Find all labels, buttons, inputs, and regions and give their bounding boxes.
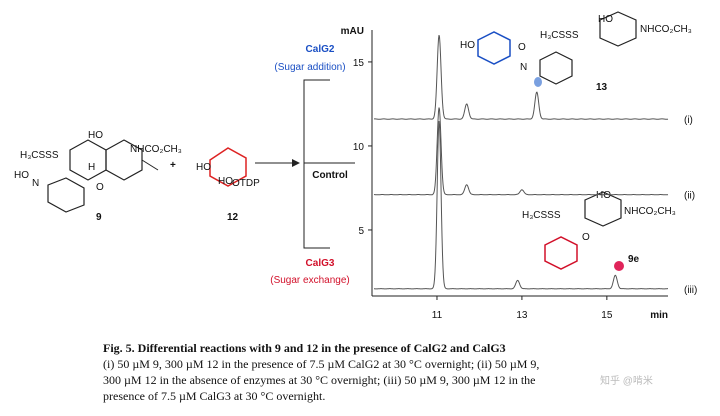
y-tick-label: 5 bbox=[358, 226, 364, 237]
bracket bbox=[303, 79, 330, 249]
trace-label: (iii) bbox=[684, 285, 697, 296]
label: H bbox=[88, 162, 95, 173]
x-tick-label: 11 bbox=[432, 310, 443, 321]
compound-9e: H₃CSSS HO NHCO₂CH₃ O 9e bbox=[522, 190, 676, 270]
label: NHCO₂CH₃ bbox=[130, 144, 182, 155]
y-tick-label: 10 bbox=[353, 142, 365, 153]
caption-line: 300 µM 12 in the absence of enzymes at 3… bbox=[103, 373, 535, 387]
ring bbox=[599, 11, 637, 47]
label: H₃CSSS bbox=[522, 210, 561, 221]
caption-line: (i) 50 µM 9, 300 µM 12 in the presence o… bbox=[103, 357, 539, 371]
label: OTDP bbox=[232, 178, 260, 189]
label: HO bbox=[14, 170, 29, 181]
label: HO bbox=[88, 130, 103, 141]
trace bbox=[374, 121, 668, 290]
compound-number: 9e bbox=[628, 254, 640, 265]
sugar-ring bbox=[544, 236, 578, 270]
label: H₃CSSS bbox=[540, 30, 579, 41]
trace bbox=[374, 34, 669, 120]
peak-marker bbox=[614, 261, 624, 271]
label: N bbox=[520, 62, 527, 73]
chromatogram: 5 10 15 11 13 15 mAU min (i) (ii) (iii) bbox=[341, 26, 698, 321]
label: N bbox=[32, 178, 39, 189]
label: O bbox=[518, 42, 526, 53]
y-tick-label: 15 bbox=[353, 58, 365, 69]
label: HO bbox=[596, 190, 611, 201]
sugar-ring bbox=[209, 147, 247, 187]
x-tick-label: 13 bbox=[516, 310, 528, 321]
ring bbox=[584, 191, 622, 227]
ring bbox=[105, 139, 143, 181]
compound-9: H₃CSSS HO NHCO₂CH₃ HO N H O 9 bbox=[14, 130, 182, 223]
plus: + bbox=[170, 160, 176, 171]
enzyme-note: (Sugar addition) bbox=[274, 62, 345, 73]
x-tick-label: 15 bbox=[601, 310, 613, 321]
compound-number: 12 bbox=[227, 212, 239, 223]
caption-title: Fig. 5. Differential reactions with 9 an… bbox=[103, 341, 506, 355]
ring bbox=[47, 177, 85, 213]
ring bbox=[69, 139, 107, 181]
label: HO bbox=[218, 176, 233, 187]
sugar-ring bbox=[477, 31, 511, 65]
enzyme-label: CalG2 bbox=[306, 44, 335, 55]
x-axis-label: min bbox=[650, 310, 668, 321]
label: O bbox=[96, 182, 104, 193]
watermark: 知乎 @啃米 bbox=[600, 374, 653, 387]
label: HO bbox=[460, 40, 475, 51]
compound-number: 9 bbox=[96, 212, 102, 223]
bond bbox=[141, 159, 159, 171]
trace bbox=[373, 107, 669, 196]
label: HO bbox=[598, 14, 613, 25]
label: NHCO₂CH₃ bbox=[624, 206, 676, 217]
label: H₃CSSS bbox=[20, 150, 59, 161]
caption-line: presence of 7.5 µM CalG3 at 30 °C overni… bbox=[103, 389, 325, 403]
y-axis-label: mAU bbox=[341, 26, 364, 37]
control-label: Control bbox=[312, 170, 348, 181]
peak-marker bbox=[534, 77, 542, 87]
trace-label: (i) bbox=[684, 115, 693, 126]
compound-13: HO NHCO₂CH₃ H₃CSSS HO N O 13 bbox=[460, 11, 692, 93]
label: HO bbox=[196, 162, 211, 173]
ring bbox=[539, 51, 573, 85]
label: O bbox=[582, 232, 590, 243]
compound-12: HO HO OTDP 12 bbox=[196, 147, 260, 223]
trace-label: (ii) bbox=[684, 191, 695, 202]
compound-number: 13 bbox=[596, 82, 608, 93]
enzyme-label: CalG3 bbox=[306, 258, 335, 269]
arrowhead bbox=[292, 159, 300, 167]
enzyme-note: (Sugar exchange) bbox=[270, 275, 350, 286]
label: NHCO₂CH₃ bbox=[640, 24, 692, 35]
